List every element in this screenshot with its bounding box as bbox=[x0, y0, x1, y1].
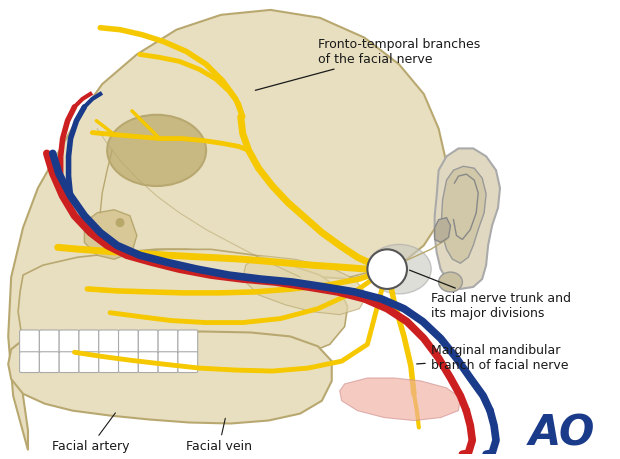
Text: Facial artery: Facial artery bbox=[51, 413, 129, 453]
FancyBboxPatch shape bbox=[99, 330, 118, 353]
Text: AO: AO bbox=[529, 412, 595, 454]
FancyBboxPatch shape bbox=[118, 352, 138, 373]
FancyBboxPatch shape bbox=[40, 352, 59, 373]
Circle shape bbox=[116, 218, 124, 227]
FancyBboxPatch shape bbox=[40, 330, 59, 353]
Text: Marginal mandibular
branch of facial nerve: Marginal mandibular branch of facial ner… bbox=[417, 344, 568, 372]
Ellipse shape bbox=[367, 244, 432, 294]
Polygon shape bbox=[435, 218, 451, 242]
FancyBboxPatch shape bbox=[20, 330, 40, 353]
FancyBboxPatch shape bbox=[118, 330, 138, 353]
Polygon shape bbox=[18, 249, 348, 358]
FancyBboxPatch shape bbox=[99, 352, 118, 373]
FancyBboxPatch shape bbox=[59, 330, 79, 353]
FancyBboxPatch shape bbox=[20, 352, 40, 373]
Text: Facial nerve trunk and
its major divisions: Facial nerve trunk and its major divisio… bbox=[410, 270, 571, 320]
FancyBboxPatch shape bbox=[158, 352, 178, 373]
FancyBboxPatch shape bbox=[79, 352, 99, 373]
Text: Facial vein: Facial vein bbox=[186, 418, 252, 453]
Polygon shape bbox=[340, 378, 461, 420]
Polygon shape bbox=[242, 255, 368, 315]
FancyBboxPatch shape bbox=[178, 330, 198, 353]
Polygon shape bbox=[435, 148, 500, 289]
Ellipse shape bbox=[438, 272, 463, 292]
Polygon shape bbox=[441, 166, 486, 263]
FancyBboxPatch shape bbox=[158, 330, 178, 353]
FancyBboxPatch shape bbox=[138, 330, 158, 353]
Polygon shape bbox=[8, 10, 446, 450]
FancyBboxPatch shape bbox=[138, 352, 158, 373]
Text: Fronto-temporal branches
of the facial nerve: Fronto-temporal branches of the facial n… bbox=[255, 38, 480, 90]
FancyBboxPatch shape bbox=[79, 330, 99, 353]
FancyBboxPatch shape bbox=[178, 352, 198, 373]
Polygon shape bbox=[84, 210, 137, 259]
Polygon shape bbox=[8, 331, 332, 424]
Ellipse shape bbox=[107, 115, 206, 186]
FancyBboxPatch shape bbox=[59, 352, 79, 373]
Circle shape bbox=[368, 249, 407, 289]
